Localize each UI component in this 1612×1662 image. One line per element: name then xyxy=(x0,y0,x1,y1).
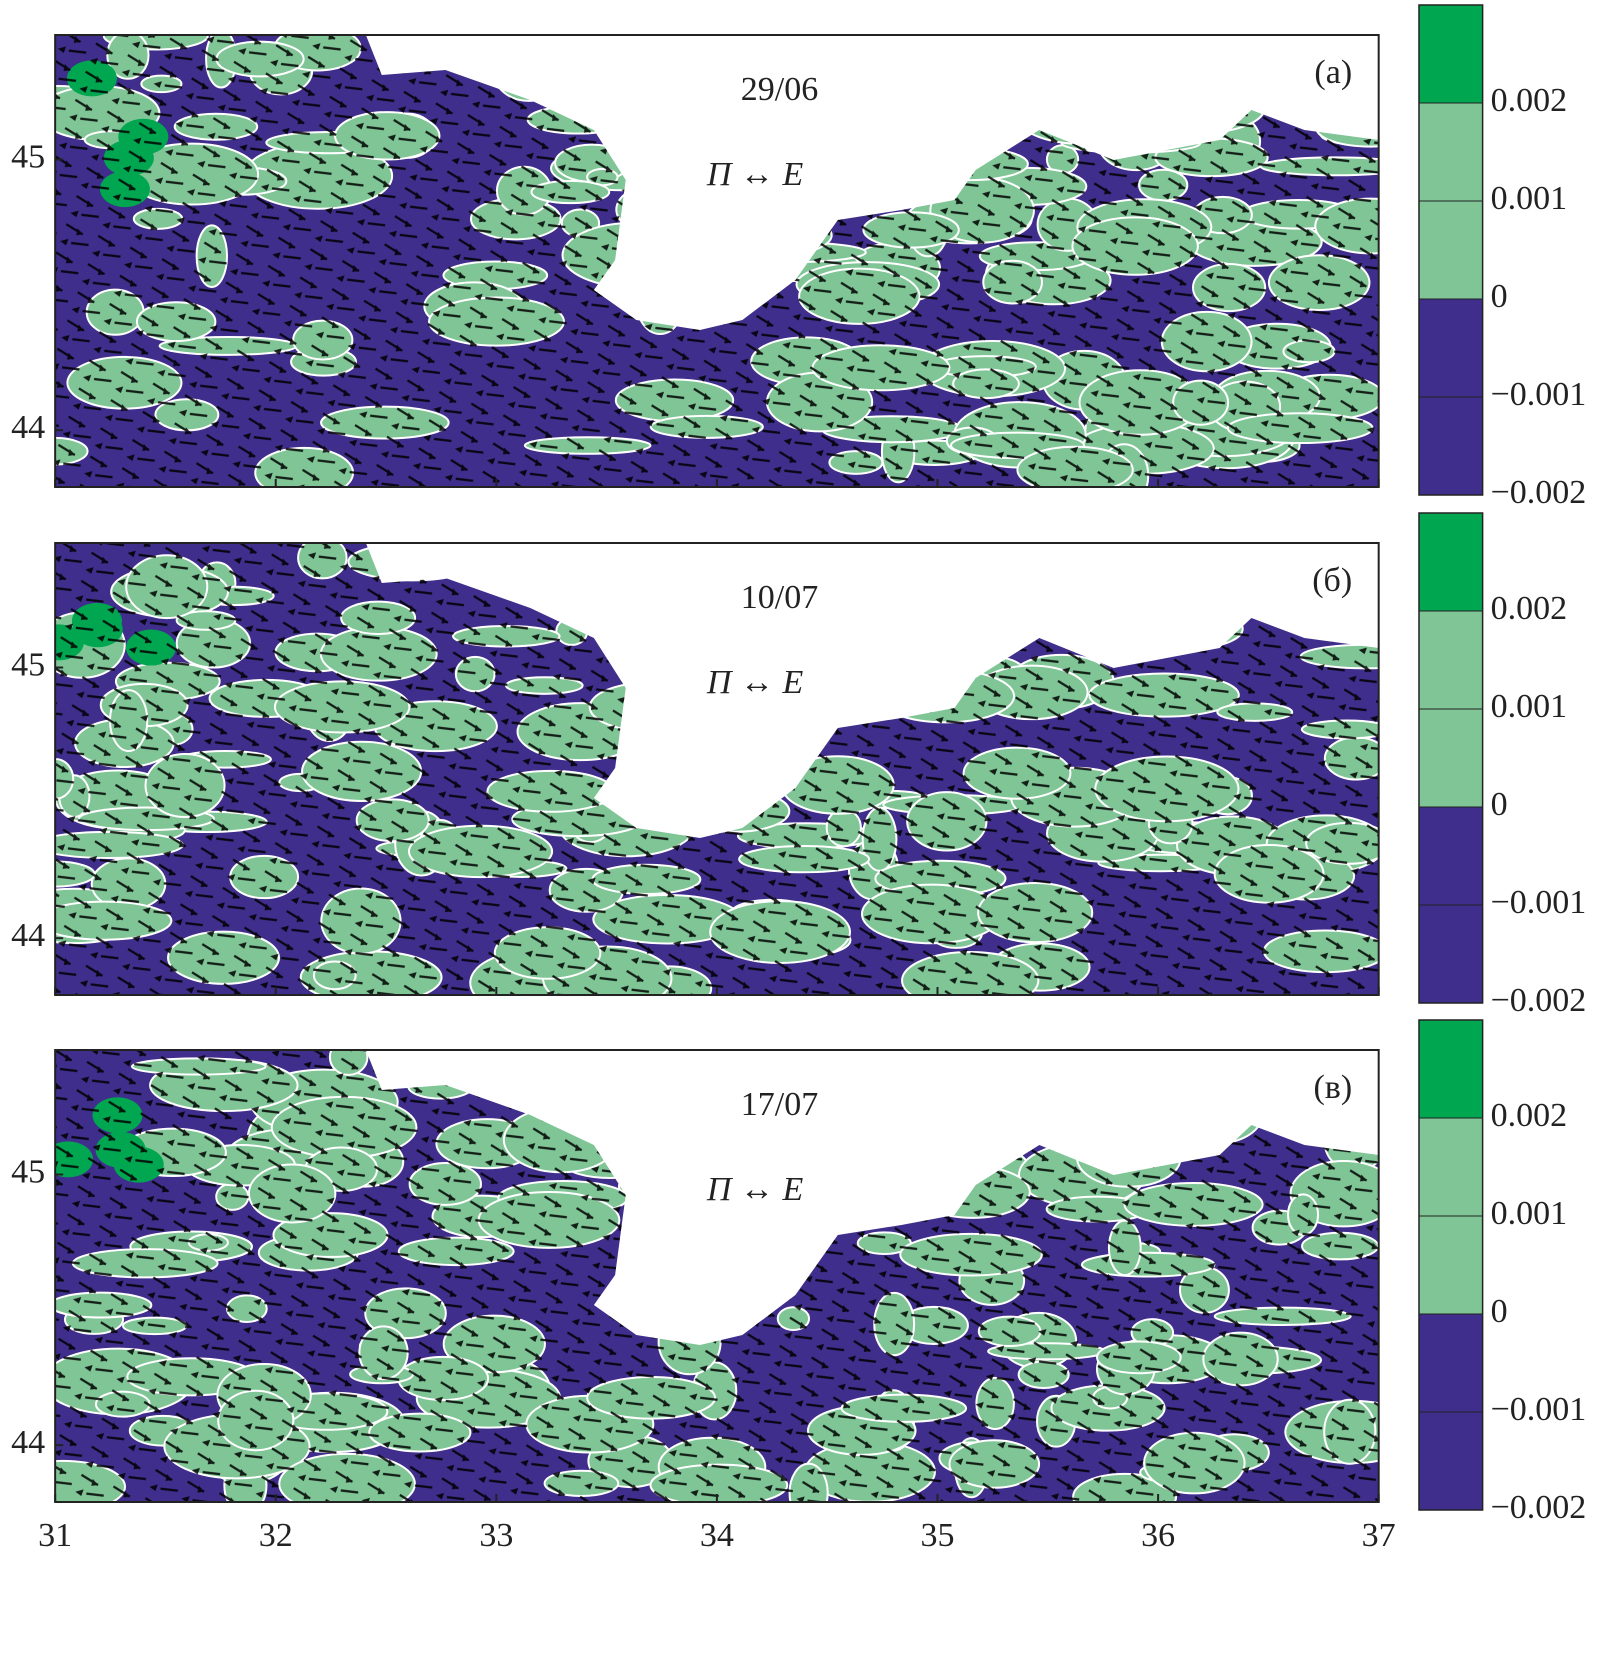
x-tick-label: 31 xyxy=(38,1517,72,1554)
panel-annotation: Π ↔ E xyxy=(706,664,804,701)
field xyxy=(55,543,1379,995)
y-tick-label: 45 xyxy=(11,646,45,683)
y-tick-label: 45 xyxy=(11,138,45,175)
colorbar-tick-label: 0.001 xyxy=(1491,1195,1568,1232)
colorbar-tick-label: 0 xyxy=(1491,1293,1508,1330)
colorbar-tick-label: 0.001 xyxy=(1491,180,1568,217)
x-tick-label: 33 xyxy=(479,1517,513,1554)
colorbar-tick-label: −0.001 xyxy=(1491,1391,1587,1428)
colorbar-tick-label: −0.002 xyxy=(1491,474,1587,511)
panel-annotation: Π ↔ E xyxy=(706,156,804,193)
colorbar-tick-label: 0.001 xyxy=(1491,688,1568,725)
colorbar-tick-label: 0.002 xyxy=(1491,1097,1568,1134)
x-tick-label: 37 xyxy=(1362,1517,1396,1554)
colorbar-band xyxy=(1418,513,1483,611)
colorbar-tick-label: −0.001 xyxy=(1491,884,1587,921)
x-tick-label: 34 xyxy=(700,1517,734,1554)
colorbar-tick-label: 0.002 xyxy=(1491,82,1568,119)
panel-date: 29/06 xyxy=(741,71,818,108)
y-tick-label: 44 xyxy=(11,917,45,954)
colorbar-tick-label: 0 xyxy=(1491,278,1508,315)
colorbar-tick-label: 0 xyxy=(1491,786,1508,823)
field xyxy=(55,1050,1379,1502)
colorbar-band xyxy=(1418,1020,1483,1118)
colorbar-tick-label: −0.001 xyxy=(1491,376,1587,413)
colorbar-tick-label: −0.002 xyxy=(1491,982,1587,1019)
colorbar-band xyxy=(1418,5,1483,103)
panel-label: (а) xyxy=(1314,54,1352,91)
land xyxy=(365,35,1379,330)
x-tick-label: 32 xyxy=(259,1517,293,1554)
panel-date: 10/07 xyxy=(741,579,818,616)
land xyxy=(365,1050,1379,1345)
x-tick-label: 35 xyxy=(921,1517,955,1554)
y-tick-label: 44 xyxy=(11,409,45,446)
y-tick-label: 44 xyxy=(11,1424,45,1461)
colorbar-tick-label: −0.002 xyxy=(1491,1489,1587,1526)
panel-date: 17/07 xyxy=(741,1086,818,1123)
x-tick-label: 36 xyxy=(1141,1517,1175,1554)
y-tick-label: 45 xyxy=(11,1153,45,1190)
land xyxy=(365,543,1379,838)
field xyxy=(55,35,1379,487)
panel-label: (в) xyxy=(1313,1069,1352,1106)
colorbar-tick-label: 0.002 xyxy=(1491,590,1568,627)
panel-annotation: Π ↔ E xyxy=(706,1171,804,1208)
panel-label: (б) xyxy=(1312,562,1352,599)
